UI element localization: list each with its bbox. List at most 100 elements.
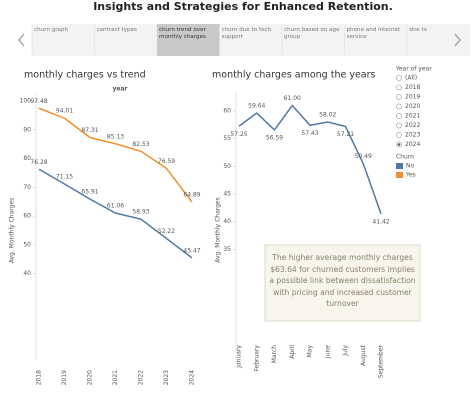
radio bbox=[396, 103, 402, 110]
tab[interactable]: contract types bbox=[96, 27, 137, 33]
x-tick-label: 2023 bbox=[163, 370, 170, 385]
tab-holder: churn based on age group bbox=[284, 27, 340, 40]
tab-prev[interactable] bbox=[18, 33, 25, 47]
radio-dot bbox=[397, 143, 401, 146]
tab[interactable]: phone and internet service bbox=[346, 27, 401, 40]
y-tick-label: 50 bbox=[223, 163, 231, 170]
x-tick-label: 2024 bbox=[189, 370, 196, 385]
x-tick-label: June bbox=[324, 345, 331, 359]
filter-option: 2024 bbox=[405, 141, 420, 148]
legend-label: No bbox=[406, 163, 414, 170]
data-label: 52.22 bbox=[158, 228, 175, 235]
y-tick-label: 45 bbox=[223, 191, 231, 198]
tab-holder: phone and internet service bbox=[346, 27, 401, 40]
tab[interactable]: churn due to tech support bbox=[221, 27, 272, 40]
radio bbox=[396, 132, 402, 138]
tab[interactable]: stre tv bbox=[409, 27, 428, 33]
y-tick-label: 90 bbox=[23, 126, 31, 133]
filter-option: 2023 bbox=[405, 132, 420, 139]
y-tick-label: 40 bbox=[223, 218, 231, 225]
filter-option: (All) bbox=[405, 75, 417, 82]
filter-option: 2022 bbox=[405, 122, 420, 129]
data-label: 57.25 bbox=[230, 131, 247, 138]
data-label: 57.43 bbox=[301, 130, 318, 137]
data-label: 76.28 bbox=[30, 159, 47, 166]
tab-bar bbox=[32, 24, 470, 56]
y-tick-label: 35 bbox=[223, 246, 231, 253]
filter-option: 2019 bbox=[405, 94, 420, 101]
data-label: 56.59 bbox=[266, 134, 283, 141]
y-tick-label: 100 bbox=[20, 98, 32, 105]
filter-option: 2021 bbox=[405, 113, 420, 120]
data-label: 41.42 bbox=[372, 218, 389, 225]
data-label: 64.89 bbox=[183, 192, 200, 199]
legend-title: Churn bbox=[396, 154, 414, 161]
x-tick-label: 2018 bbox=[36, 370, 43, 385]
data-label: 65.91 bbox=[81, 189, 98, 196]
series-line bbox=[38, 107, 193, 203]
filter-title: Year of year bbox=[395, 66, 432, 73]
x-tick-label: April bbox=[289, 345, 296, 359]
data-label: 76.59 bbox=[158, 158, 175, 165]
x-tick-label: September bbox=[378, 344, 385, 378]
legend-label: Yes bbox=[405, 172, 416, 179]
radio bbox=[396, 84, 402, 91]
y-axis-label: Avg. Monthly Charges bbox=[9, 198, 16, 264]
dashboard-title: Insights and Strategies for Enhanced Ret… bbox=[93, 0, 393, 13]
filter-option: 2020 bbox=[405, 103, 420, 110]
chart-title: monthly charges vs trend bbox=[24, 70, 146, 81]
tab-holder: stre tv bbox=[409, 27, 428, 33]
y-axis-label: Avg. Monthly Charges bbox=[215, 197, 222, 263]
tab[interactable]: churn graph bbox=[34, 27, 69, 33]
data-label: 50.49 bbox=[355, 153, 372, 160]
annotation: The higher average monthly charges $63.6… bbox=[269, 253, 416, 308]
y-tick-label: 55 bbox=[223, 135, 231, 142]
radio bbox=[396, 75, 402, 81]
series-line bbox=[238, 104, 382, 215]
tab[interactable]: churn based on age group bbox=[284, 27, 340, 40]
data-label: 58.02 bbox=[319, 112, 336, 119]
data-label: 87.31 bbox=[81, 127, 98, 134]
x-tick-label: March bbox=[271, 345, 278, 363]
x-tick-label: July bbox=[342, 345, 349, 357]
tab-selected bbox=[157, 24, 220, 56]
tab-holder: churn trend over monthly charges bbox=[159, 27, 206, 40]
x-tick-label: February bbox=[253, 345, 260, 372]
x-tick-label: May bbox=[307, 345, 314, 358]
radio bbox=[396, 94, 402, 100]
series-line bbox=[38, 168, 193, 259]
chart-title: monthly charges among the years bbox=[212, 70, 376, 81]
data-label: 97.48 bbox=[30, 98, 47, 105]
legend-swatch bbox=[396, 172, 403, 178]
tab-next[interactable] bbox=[454, 33, 461, 47]
data-label: 57.21 bbox=[337, 131, 354, 138]
data-label: 71.15 bbox=[56, 174, 73, 181]
y-tick-label: 50 bbox=[23, 241, 31, 248]
y-tick-label: 60 bbox=[23, 213, 31, 220]
tab-holder: contract types bbox=[96, 27, 137, 33]
x-axis-label: year bbox=[113, 86, 128, 93]
filter-option: 2018 bbox=[405, 84, 420, 91]
x-tick-label: August bbox=[360, 344, 367, 366]
x-tick-label: 2022 bbox=[138, 370, 145, 385]
data-label: 61.00 bbox=[284, 95, 301, 102]
data-label: 82.53 bbox=[132, 141, 149, 148]
y-tick-label: 60 bbox=[223, 108, 231, 115]
legend-swatch bbox=[396, 163, 403, 169]
data-label: 61.06 bbox=[107, 203, 124, 210]
x-tick-label: January bbox=[236, 345, 243, 369]
data-label: 45.47 bbox=[183, 247, 200, 254]
tab-holder: churn graph bbox=[34, 27, 69, 33]
y-tick-label: 80 bbox=[23, 155, 31, 162]
x-tick-label: 2021 bbox=[112, 370, 119, 385]
radio bbox=[396, 113, 402, 119]
data-label: 85.13 bbox=[107, 133, 124, 140]
tab[interactable]: churn trend over monthly charges bbox=[159, 27, 206, 40]
annotation-holder: The higher average monthly charges $63.6… bbox=[269, 253, 416, 308]
y-tick-label: 40 bbox=[23, 270, 31, 277]
data-label: 58.93 bbox=[132, 209, 149, 216]
data-label: 94.01 bbox=[56, 108, 73, 115]
data-label: 59.64 bbox=[248, 103, 265, 110]
y-tick-label: 70 bbox=[23, 184, 31, 191]
